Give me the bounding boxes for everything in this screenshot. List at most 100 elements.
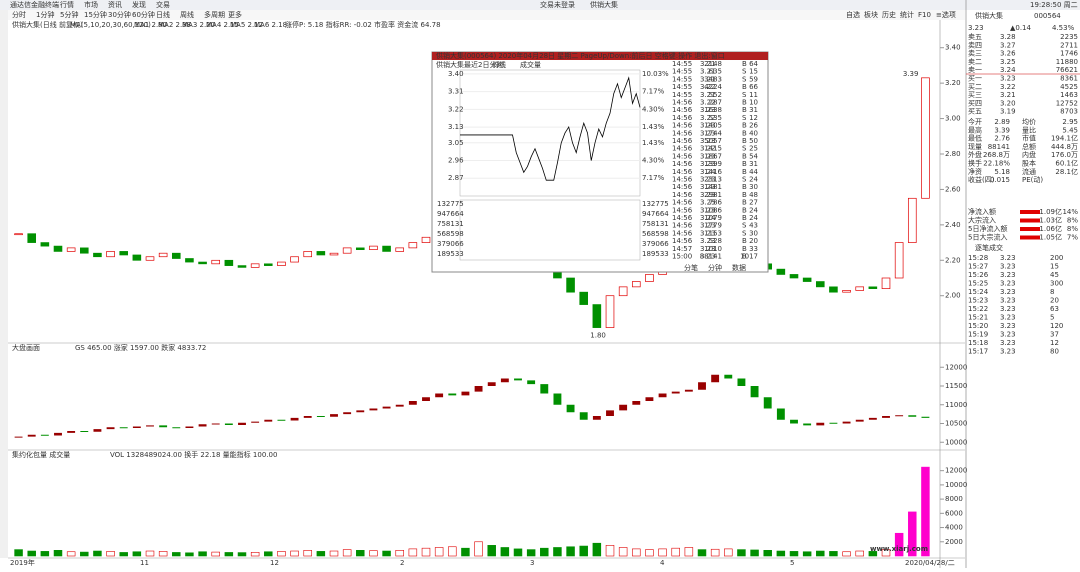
volume-bar [80,551,89,557]
period-tab[interactable]: 60分钟 [132,10,155,19]
period-tab[interactable]: 30分钟 [108,10,131,19]
trade-cell: 3.21 [700,60,716,68]
candle [79,247,89,254]
trade-cell: B [742,83,747,91]
popup-tab[interactable]: 均线 [492,60,506,69]
period-tab[interactable]: 1分钟 [36,10,54,19]
volume-bar [697,549,707,557]
menu-item[interactable]: 发现 [132,0,146,9]
index-candle [500,378,509,383]
volume-bar [579,545,588,557]
volume-bar [27,550,36,557]
trade-cell: S [742,145,747,153]
flow-bar [1020,218,1040,223]
trade-cell: 14:56 [672,114,693,122]
tick-cell: 12 [1050,339,1059,347]
trade-cell: 3.23 [700,160,716,168]
trade-cell: S [742,229,747,237]
volume-bar [632,548,641,557]
vol-tick: 758131 [642,220,669,228]
trade-cell: 3.22 [700,114,716,122]
popup-button[interactable]: 分笔 [684,263,698,272]
tick-cell: 15:21 [968,314,988,322]
trade-cell: 635 [709,68,722,76]
volume-bar [395,550,404,557]
volume-bar [776,550,786,557]
volume-bar [145,550,155,557]
period-tab[interactable]: 日线 [156,10,170,19]
book-volume: 1746 [1060,50,1078,58]
tick-cell: 15:25 [968,280,988,288]
flow-bar [1020,210,1040,214]
menu-item[interactable]: 市场 [84,0,98,9]
volume-bar [264,551,273,557]
menu-item[interactable]: 交易 [156,0,170,9]
volume-bar [750,549,759,557]
book-side: 买四 [968,99,982,107]
popup-tab[interactable]: 成交量 [520,60,541,69]
tool-button[interactable]: F10 [918,11,931,19]
tool-button[interactable]: ≡选项 [936,10,956,19]
y-tick-label: 2.00 [945,292,961,300]
trade-cell: 14:56 [672,168,693,176]
y-tick-label: 4000 [945,524,963,532]
index-candle [159,425,168,428]
period-tab[interactable]: 更多 [228,10,242,19]
volume-bar [40,551,50,557]
pct-label: 10.03% [642,70,669,78]
candle [631,281,641,288]
flow-pct: 8% [1067,217,1078,225]
trade-cell: 3.23 [700,106,716,114]
candle [421,236,431,243]
menu-item[interactable]: 资讯 [108,0,122,9]
period-tab[interactable]: 15分钟 [84,10,107,19]
popup-tab[interactable]: 最近2日分时 [464,60,503,69]
trade-cell: 24 [749,214,758,222]
trade-cell: 48 [749,191,758,199]
trade-cell: 14:56 [672,176,693,184]
trade-cell: 14:56 [672,222,693,230]
candle [369,245,378,251]
tool-button[interactable]: 自选 [846,10,860,19]
candle [592,304,602,328]
popup-header [432,52,768,60]
panel-title: 集约化包量 成交量 [12,450,70,459]
trade-cell: 24 [749,176,758,184]
popup-button[interactable]: 分钟 [708,263,722,272]
panel-title: 大盘画面 [12,343,40,352]
popup-button[interactable]: 数据 [732,263,746,272]
trade-cell: S [742,176,747,184]
popup-tab[interactable]: 供销大集 [436,60,464,69]
tool-button[interactable]: 板块 [864,10,878,19]
tick-cell: 37 [1050,331,1059,339]
candle [198,261,207,265]
trade-cell: 1744 [704,129,722,137]
period-tab[interactable]: 5分钟 [60,10,78,19]
period-tab[interactable]: 分时 [12,10,26,19]
vol-tick: 568598 [642,230,669,238]
volume-bar [448,546,457,557]
flow-bar [1020,235,1040,240]
y-tick-label: 3.00 [945,115,961,123]
index-candle [224,423,233,425]
volume-bar [566,546,575,557]
index-candle [553,393,562,405]
index-candle [238,422,246,425]
low-label: 1.80 [590,332,606,340]
period-tab[interactable]: 周线 [180,10,194,19]
popup-vol [459,199,641,261]
index-candle [330,414,338,417]
tool-button[interactable]: 历史 [882,10,896,19]
flow-pct: 8% [1067,225,1078,233]
menu-item[interactable]: 行情 [60,0,74,9]
period-tab[interactable]: 多周期 [204,10,225,19]
tool-button[interactable]: 统计 [900,10,914,19]
stat-cell: PE(动) [1022,175,1043,184]
trade-cell: 14:56 [672,145,693,153]
trade-cell: 14:56 [672,214,693,222]
volume-bar [855,550,864,557]
index-candle [671,391,680,394]
tick-cell: 3.23 [1000,348,1016,356]
trade-cell: 3.23 [700,122,716,130]
